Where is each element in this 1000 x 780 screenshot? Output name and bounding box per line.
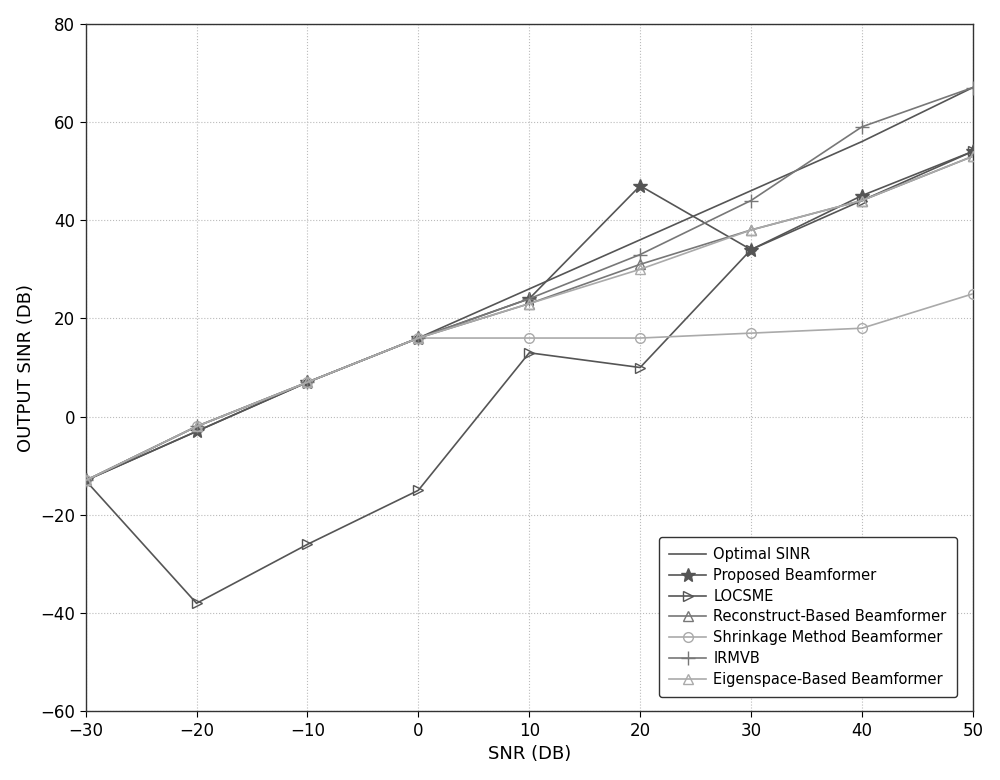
Proposed Beamformer (967, 147, 979, 156)
Shrinkage Method Beamformer (856, 324, 868, 333)
Eigenspace-Based Beamformer (301, 378, 313, 387)
Reconstruct-Based Beamformer (412, 333, 424, 342)
Shrinkage Method Beamformer (634, 333, 646, 342)
Optimal SINR (80, 476, 92, 485)
Eigenspace-Based Beamformer (80, 476, 92, 485)
Reconstruct-Based Beamformer (856, 196, 868, 205)
LOCSME (745, 245, 757, 254)
Legend: Optimal SINR, Proposed Beamformer, LOCSME, Reconstruct-Based Beamformer, Shrinka: Optimal SINR, Proposed Beamformer, LOCSM… (659, 537, 957, 697)
Optimal SINR (523, 284, 535, 293)
LOCSME (80, 476, 92, 485)
Proposed Beamformer (191, 427, 203, 436)
Shrinkage Method Beamformer (745, 328, 757, 338)
IRMVB (856, 122, 868, 132)
Eigenspace-Based Beamformer (745, 225, 757, 235)
LOCSME (856, 196, 868, 205)
Optimal SINR (856, 136, 868, 146)
Y-axis label: OUTPUT SINR (DB): OUTPUT SINR (DB) (17, 283, 35, 452)
Line: Optimal SINR: Optimal SINR (86, 87, 973, 480)
Proposed Beamformer (80, 476, 92, 485)
Reconstruct-Based Beamformer (523, 299, 535, 308)
Reconstruct-Based Beamformer (301, 378, 313, 387)
Optimal SINR (301, 378, 313, 387)
LOCSME (967, 147, 979, 156)
LOCSME (412, 486, 424, 495)
Eigenspace-Based Beamformer (191, 422, 203, 431)
Shrinkage Method Beamformer (80, 476, 92, 485)
LOCSME (191, 598, 203, 608)
Proposed Beamformer (301, 378, 313, 387)
Reconstruct-Based Beamformer (967, 151, 979, 161)
Line: Reconstruct-Based Beamformer: Reconstruct-Based Beamformer (81, 151, 978, 485)
IRMVB (191, 422, 203, 431)
IRMVB (80, 476, 92, 485)
Optimal SINR (745, 186, 757, 195)
LOCSME (301, 540, 313, 549)
Optimal SINR (967, 83, 979, 92)
Proposed Beamformer (634, 181, 646, 190)
Line: Shrinkage Method Beamformer: Shrinkage Method Beamformer (81, 289, 978, 485)
Shrinkage Method Beamformer (301, 378, 313, 387)
Optimal SINR (634, 235, 646, 244)
Shrinkage Method Beamformer (412, 333, 424, 342)
IRMVB (967, 83, 979, 92)
Proposed Beamformer (412, 333, 424, 342)
Line: Proposed Beamformer: Proposed Beamformer (79, 144, 980, 488)
Reconstruct-Based Beamformer (191, 422, 203, 431)
Eigenspace-Based Beamformer (412, 333, 424, 342)
Optimal SINR (412, 333, 424, 342)
Line: IRMVB: IRMVB (79, 80, 980, 488)
IRMVB (634, 250, 646, 259)
Proposed Beamformer (745, 245, 757, 254)
Eigenspace-Based Beamformer (967, 151, 979, 161)
Proposed Beamformer (523, 294, 535, 303)
Eigenspace-Based Beamformer (634, 264, 646, 274)
Line: Eigenspace-Based Beamformer: Eigenspace-Based Beamformer (81, 151, 978, 485)
Eigenspace-Based Beamformer (523, 299, 535, 308)
Reconstruct-Based Beamformer (634, 260, 646, 269)
Line: LOCSME: LOCSME (81, 147, 978, 608)
LOCSME (523, 348, 535, 357)
Shrinkage Method Beamformer (191, 422, 203, 431)
LOCSME (634, 363, 646, 372)
Proposed Beamformer (856, 191, 868, 200)
Shrinkage Method Beamformer (523, 333, 535, 342)
IRMVB (301, 378, 313, 387)
IRMVB (412, 333, 424, 342)
IRMVB (745, 196, 757, 205)
Shrinkage Method Beamformer (967, 289, 979, 299)
X-axis label: SNR (DB): SNR (DB) (488, 746, 571, 764)
Reconstruct-Based Beamformer (80, 476, 92, 485)
Reconstruct-Based Beamformer (745, 225, 757, 235)
Optimal SINR (191, 427, 203, 436)
Eigenspace-Based Beamformer (856, 196, 868, 205)
IRMVB (523, 294, 535, 303)
